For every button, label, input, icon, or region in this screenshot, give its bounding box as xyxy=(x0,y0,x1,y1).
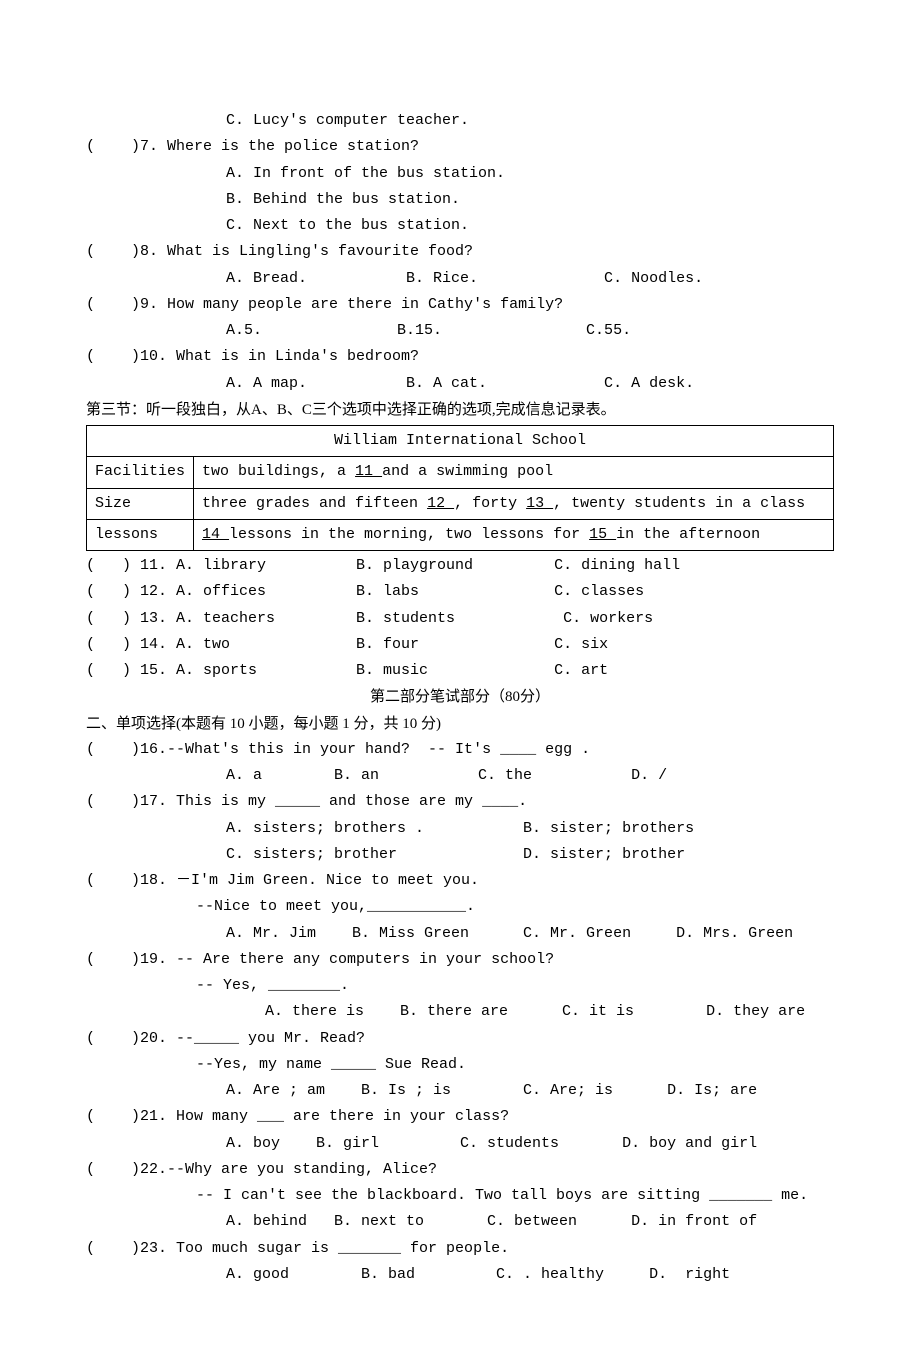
q23-prompt: ( )23. Too much sugar is _______ for peo… xyxy=(86,1236,834,1262)
table-title: William International School xyxy=(87,426,834,457)
q17-prompt: ( )17. This is my _____ and those are my… xyxy=(86,789,834,815)
q21-opts: A. boy B. girl C. students D. boy and gi… xyxy=(86,1131,834,1157)
q12: ( ) 12. A. offices B. labs C. classes xyxy=(86,579,834,605)
q19-sub: -- Yes, ________. xyxy=(86,973,834,999)
q9-opts: A.5. B.15. C.55. xyxy=(86,318,834,344)
q16-opts: A. a B. an C. the D. / xyxy=(86,763,834,789)
q22-prompt: ( )22.--Why are you standing, Alice? xyxy=(86,1157,834,1183)
q18-sub: --Nice to meet you,___________. xyxy=(86,894,834,920)
q15: ( ) 15. A. sports B. music C. art xyxy=(86,658,834,684)
part2-title: 第二部分笔试部分（80分） xyxy=(86,684,834,710)
q18-opts: A. Mr. Jim B. Miss Green C. Mr. Green D.… xyxy=(86,921,834,947)
q7-opt-a: A. In front of the bus station. xyxy=(86,161,834,187)
q7-prompt: ( )7. Where is the police station? xyxy=(86,134,834,160)
q10-opts: A. A map. B. A cat. C. A desk. xyxy=(86,371,834,397)
q14: ( ) 14. A. two B. four C. six xyxy=(86,632,834,658)
q13: ( ) 13. A. teachers B. students C. worke… xyxy=(86,606,834,632)
q21-prompt: ( )21. How many ___ are there in your cl… xyxy=(86,1104,834,1130)
table-row2-label: Size xyxy=(87,488,194,519)
q11: ( ) 11. A. library B. playground C. dini… xyxy=(86,553,834,579)
q20-prompt: ( )20. --_____ you Mr. Read? xyxy=(86,1026,834,1052)
q20-sub: --Yes, my name _____ Sue Read. xyxy=(86,1052,834,1078)
table-row1-label: Facilities xyxy=(87,457,194,488)
mc-title: 二、单项选择(本题有 10 小题，每小题 1 分，共 10 分) xyxy=(86,711,834,737)
table-row3-label: lessons xyxy=(87,519,194,550)
table-row1-content: two buildings, a 11 and a swimming pool xyxy=(194,457,834,488)
q10-prompt: ( )10. What is in Linda's bedroom? xyxy=(86,344,834,370)
q17-row2: C. sisters; brother D. sister; brother xyxy=(86,842,834,868)
q7-opt-b: B. Behind the bus station. xyxy=(86,187,834,213)
q23-opts: A. good B. bad C. . healthy D. right xyxy=(86,1262,834,1288)
q9-prompt: ( )9. How many people are there in Cathy… xyxy=(86,292,834,318)
table-row2-content: three grades and fifteen 12 , forty 13 ,… xyxy=(194,488,834,519)
q19-opts: A. there is B. there are C. it is D. the… xyxy=(86,999,834,1025)
q19-prompt: ( )19. -- Are there any computers in you… xyxy=(86,947,834,973)
q8-opts: A. Bread. B. Rice. C. Noodles. xyxy=(86,266,834,292)
section3-intro: 第三节：听一段独白，从A、B、C三个选项中选择正确的选项,完成信息记录表。 xyxy=(86,397,834,423)
q6-opt-c: C. Lucy's computer teacher. xyxy=(86,108,834,134)
q18-prompt: ( )18. －I'm Jim Green. Nice to meet you. xyxy=(86,868,834,894)
q22-sub: -- I can't see the blackboard. Two tall … xyxy=(86,1183,834,1209)
q17-row1: A. sisters; brothers . B. sister; brothe… xyxy=(86,816,834,842)
q16-prompt: ( )16.--What's this in your hand? -- It'… xyxy=(86,737,834,763)
info-table: William International School Facilities … xyxy=(86,425,834,551)
q22-opts: A. behind B. next to C. between D. in fr… xyxy=(86,1209,834,1235)
q8-prompt: ( )8. What is Lingling's favourite food? xyxy=(86,239,834,265)
table-row3-content: 14 lessons in the morning, two lessons f… xyxy=(194,519,834,550)
q20-opts: A. Are ; am B. Is ; is C. Are; is D. Is;… xyxy=(86,1078,834,1104)
q7-opt-c: C. Next to the bus station. xyxy=(86,213,834,239)
